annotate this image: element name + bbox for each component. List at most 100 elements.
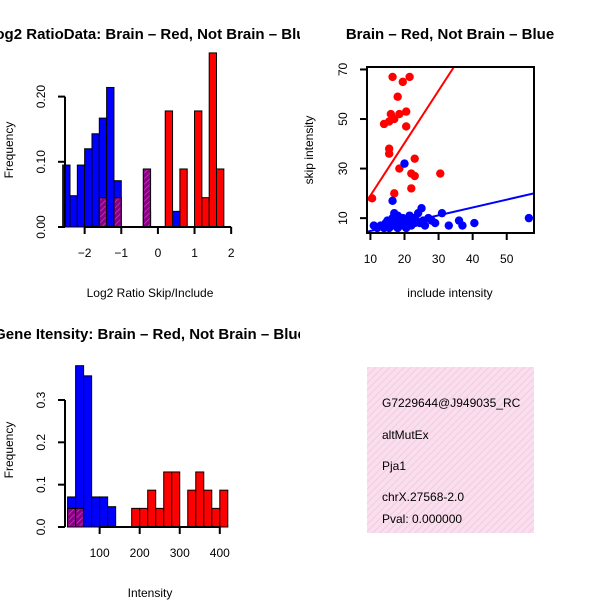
ratio-bar-brain-6 [201, 197, 210, 228]
intensity-bars-brain [67, 471, 229, 528]
ratio-x-label: Log2 Ratio Skip/Include [87, 286, 214, 300]
scatter-y-tick-label-0: 10 [336, 211, 350, 225]
intensity-y-axis: 0.0 0.1 0.2 0.3 [34, 391, 66, 535]
ratio-x-tick-label-3: 1 [191, 246, 198, 260]
ratio-bar-overlap-hatch-0 [100, 198, 106, 226]
info-panel-hatch [367, 367, 534, 533]
scatter-fit-line-not-brain [367, 192, 534, 233]
ratio-y-tick-label-2: 0.20 [34, 85, 48, 109]
event-type: altMutEx [382, 428, 429, 442]
intensity-x-tick-label-2: 300 [170, 546, 190, 560]
intensity-y-label: Frequency [2, 422, 16, 479]
intensity-x-axis: 100 200 300 400 [90, 526, 230, 560]
intensity-bar-not-brain-1 [75, 365, 85, 528]
intensity-y-tick-label-3: 0.3 [34, 391, 48, 408]
intensity-scatter: Brain – Red, Not Brain – Blue 10 30 50 70 1… [302, 26, 554, 300]
gene-intensity-histogram: Gene Itensity: Brain – Red, Not Brain – … [0, 326, 306, 600]
ratio-y-tick-label-1: 0.10 [34, 150, 48, 174]
intensity-bars-not-brain [67, 365, 117, 528]
scatter-point-brain-8 [398, 77, 407, 87]
ratio-bar-not-brain-9 [172, 210, 181, 228]
intensity-bar-brain-2 [131, 507, 141, 528]
scatter-x-axis: 10 20 30 40 50 [364, 233, 514, 266]
ratio-x-axis: −2 −1 0 1 2 [78, 226, 235, 260]
info-panel: G7229644@J949035_RC altMutEx Pja1 chrX.2… [367, 367, 534, 533]
probe-id: G7229644@J949035_RC [382, 396, 521, 410]
scatter-y-tick-label-2: 50 [336, 112, 350, 126]
scatter-point-not-brain-30 [420, 221, 430, 230]
ratio-bar-overlap-hatch-1 [114, 198, 121, 226]
intensity-x-tick-label-0: 100 [90, 546, 110, 560]
intensity-bar-brain-5 [155, 507, 165, 528]
ratio-bars-brain [98, 52, 225, 228]
ratio-x-tick-label-4: 2 [228, 246, 235, 260]
scatter-y-tick-label-3: 70 [336, 62, 350, 76]
intensity-bar-brain-8 [187, 489, 197, 528]
intensity-bar-overlap-hatch-0 [68, 509, 75, 526]
intensity-chart-title: Gene Itensity: Brain – Red, Not Brain – … [0, 326, 306, 343]
scatter-point-brain-7 [395, 109, 404, 119]
ratio-chart-title: Log2 RatioData: Brain – Red, Not Brain –… [0, 26, 314, 43]
scatter-y-tick-label-1: 30 [336, 162, 350, 176]
scatter-point-not-brain-38 [470, 218, 479, 228]
scatter-point-not-brain-35 [444, 221, 453, 230]
scatter-points-not-brain [369, 159, 534, 233]
ratio-y-axis: 0.00 0.10 0.20 [34, 85, 66, 239]
intensity-bar-not-brain-2 [83, 375, 93, 528]
genomic-location: chrX.27568-2.0 [382, 490, 464, 504]
ratio-y-label: Frequency [2, 122, 16, 179]
intensity-bar-brain-10 [203, 489, 213, 528]
ratio-bar-not-brain-0 [62, 164, 71, 228]
scatter-point-brain-11 [405, 72, 414, 82]
intensity-y-tick-label-0: 0.0 [34, 518, 48, 535]
scatter-y-axis: 10 30 50 70 [336, 62, 367, 225]
scatter-point-brain-20 [384, 117, 394, 126]
intensity-y-tick-label-2: 0.2 [34, 434, 48, 451]
scatter-point-not-brain-40 [388, 196, 397, 205]
intensity-bar-brain-11 [211, 507, 221, 528]
ratio-y-tick-label-0: 0.00 [34, 215, 48, 239]
scatter-x-tick-label-2: 30 [432, 252, 446, 266]
scatter-point-not-brain-39 [524, 213, 534, 223]
intensity-x-tick-label-3: 400 [210, 546, 230, 560]
ratio-x-tick-label-1: −1 [114, 246, 128, 260]
ratio-bar-brain-5 [194, 110, 203, 228]
intensity-bar-not-brain-3 [91, 496, 101, 528]
scatter-point-not-brain-28 [417, 204, 426, 213]
ratio-bar-brain-3 [164, 110, 174, 228]
ratio-x-tick-label-0: −2 [78, 246, 92, 260]
scatter-point-brain-16 [410, 171, 419, 181]
scatter-point-not-brain-18 [400, 159, 409, 168]
ratio-bar-brain-7 [208, 52, 218, 228]
scatter-point-brain-13 [390, 189, 399, 198]
scatter-chart-title: Brain – Red, Not Brain – Blue [346, 26, 554, 43]
scatter-point-not-brain-37 [458, 221, 467, 230]
ratio-bar-not-brain-6 [106, 86, 115, 228]
scatter-point-brain-2 [384, 144, 394, 153]
scatter-x-tick-label-0: 10 [364, 252, 378, 266]
ratio-x-tick-label-2: 0 [155, 246, 162, 260]
intensity-bar-brain-12 [219, 489, 229, 528]
intensity-bar-brain-6 [163, 471, 173, 528]
gene-name: Pja1 [382, 459, 406, 473]
scatter-x-tick-label-1: 20 [398, 252, 412, 266]
intensity-x-label: Intensity [128, 586, 173, 600]
ratio-bar-not-brain-1 [69, 195, 78, 228]
scatter-point-brain-17 [410, 154, 419, 163]
intensity-y-tick-label-1: 0.1 [34, 476, 48, 493]
scatter-y-label: skip intensity [302, 116, 316, 185]
intensity-bar-overlap-hatch-1 [76, 509, 83, 526]
scatter-point-brain-4 [388, 72, 397, 82]
scatter-point-brain-9 [401, 122, 411, 131]
scatter-fit-line-brain [367, 67, 455, 202]
intensity-bar-not-brain-5 [107, 506, 117, 528]
intensity-bar-brain-9 [195, 471, 205, 528]
scatter-plot-box [366, 66, 535, 234]
ratio-bar-brain-8 [216, 168, 225, 228]
scatter-x-tick-label-4: 50 [500, 252, 514, 266]
scatter-point-brain-10 [401, 107, 411, 116]
scatter-point-brain-15 [407, 184, 416, 193]
scatter-points-brain [367, 72, 445, 203]
ratio-bar-not-brain-2 [76, 164, 86, 228]
